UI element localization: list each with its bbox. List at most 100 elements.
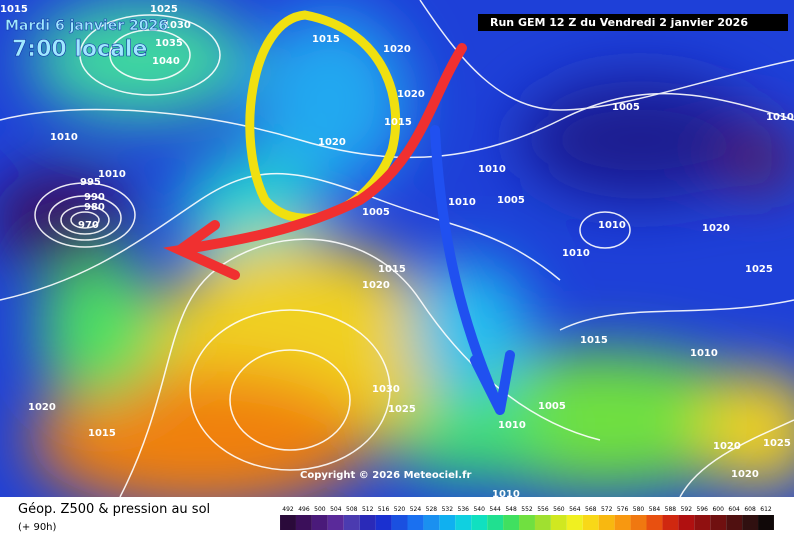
isobar-label: 1015 <box>312 34 340 45</box>
scale-swatch <box>566 515 583 530</box>
run-info: Run GEM 12 Z du Vendredi 2 janvier 2026 <box>490 16 748 29</box>
copyright: Copyright © 2026 Meteociel.fr <box>300 470 471 481</box>
forecast-time: 7:00 locale <box>12 37 147 62</box>
scale-swatch <box>391 515 408 530</box>
isobar-label: 1010 <box>598 220 626 231</box>
scale-swatch <box>327 515 344 530</box>
isobar-label: 1015 <box>0 4 28 15</box>
scale-swatch <box>678 515 695 530</box>
isobar-label: 1010 <box>98 169 126 180</box>
isobar-label: 1005 <box>538 401 566 412</box>
scale-swatch <box>630 515 647 530</box>
scale-label: 560 <box>553 506 565 513</box>
isobar-label: 1025 <box>388 404 416 415</box>
scale-swatch <box>758 515 774 530</box>
scale-label: 564 <box>569 506 581 513</box>
scale-label: 516 <box>378 506 390 513</box>
isobar-label: 1010 <box>492 489 520 500</box>
isobar-label: 1015 <box>88 428 116 439</box>
scale-label: 524 <box>410 506 422 513</box>
isobar-label: 995 <box>80 177 101 188</box>
isobar-label: 1010 <box>448 197 476 208</box>
isobar-label: 1005 <box>362 207 390 218</box>
isobar-label: 1010 <box>562 248 590 259</box>
color-scale: 492 496 500 504 508 512 516 520 524 528 532 536 540 5… <box>280 506 774 530</box>
scale-swatch <box>726 515 743 530</box>
scale-swatch <box>280 515 296 530</box>
scale-label: 576 <box>617 506 629 513</box>
scale-label: 608 <box>744 506 756 513</box>
scale-label: 612 <box>760 506 772 513</box>
isobar-label: 980 <box>84 202 105 213</box>
red-arrow <box>162 43 467 280</box>
scale-label: 532 <box>442 506 454 513</box>
scale-label: 508 <box>346 506 358 513</box>
scale-swatch <box>742 515 759 530</box>
scale-label: 572 <box>601 506 613 513</box>
scale-swatch <box>550 515 567 530</box>
isobar-label: 1030 <box>163 20 191 31</box>
scale-label: 496 <box>298 506 310 513</box>
isobar-label: 1015 <box>378 264 406 275</box>
scale-swatch <box>519 515 535 530</box>
isobar-label: 1040 <box>152 56 180 67</box>
scale-label: 520 <box>394 506 406 513</box>
isobar-label: 990 <box>84 192 105 203</box>
isobar-label: 1020 <box>318 137 346 148</box>
scale-swatch <box>471 515 488 530</box>
isobar-label: 1010 <box>690 348 718 359</box>
forecast-date: Mardi 6 janvier 2026 <box>5 18 168 34</box>
isobar-label: 1020 <box>28 402 56 413</box>
scale-swatch <box>614 515 631 530</box>
isobar-label: 1020 <box>383 44 411 55</box>
scale-label: 528 <box>426 506 438 513</box>
scale-swatch <box>407 515 424 530</box>
scale-swatch <box>582 515 599 530</box>
scale-swatch <box>343 515 360 530</box>
scale-swatch <box>295 515 312 530</box>
isobar-label: 1020 <box>713 441 741 452</box>
footer-title: Géop. Z500 & pression au sol <box>18 502 210 517</box>
scale-swatch <box>598 515 615 530</box>
isobar-label: 1020 <box>731 469 759 480</box>
scale-label: 580 <box>633 506 645 513</box>
blue-arrow <box>430 125 515 415</box>
scale-swatch <box>694 515 711 530</box>
scale-label: 600 <box>712 506 724 513</box>
run-banner <box>478 14 788 31</box>
footer-lead: (+ 90h) <box>18 522 57 533</box>
scale-swatch <box>311 515 328 530</box>
scale-label: 568 <box>585 506 597 513</box>
scale-label: 588 <box>665 506 677 513</box>
scale-label: 552 <box>521 506 533 513</box>
scale-label: 504 <box>330 506 342 513</box>
scale-label: 604 <box>728 506 740 513</box>
scale-label: 536 <box>458 506 470 513</box>
scale-label: 584 <box>649 506 661 513</box>
scale-swatch <box>534 515 551 530</box>
isobar-label: 1015 <box>580 335 608 346</box>
scale-swatch <box>455 515 472 530</box>
scale-swatch <box>375 515 392 530</box>
isobar-label: 1025 <box>763 438 791 449</box>
isobar-label: 1035 <box>155 38 183 49</box>
scale-swatch <box>503 515 520 530</box>
isobar-label: 1020 <box>702 223 730 234</box>
isobar-label: 1010 <box>766 112 794 123</box>
isobar-label: 1020 <box>362 280 390 291</box>
isobar-label: 1005 <box>497 195 525 206</box>
scale-swatch <box>710 515 727 530</box>
scale-label: 500 <box>314 506 326 513</box>
scale-label: 512 <box>362 506 374 513</box>
scale-label: 540 <box>473 506 485 513</box>
scale-swatch <box>423 515 440 530</box>
isobar-label: 1010 <box>50 132 78 143</box>
scale-label: 492 <box>282 506 294 513</box>
scale-label: 544 <box>489 506 501 513</box>
scale-swatch <box>359 515 376 530</box>
isobar-label: 1005 <box>612 102 640 113</box>
isobar-label: 1010 <box>478 164 506 175</box>
isobar-label: 1030 <box>372 384 400 395</box>
